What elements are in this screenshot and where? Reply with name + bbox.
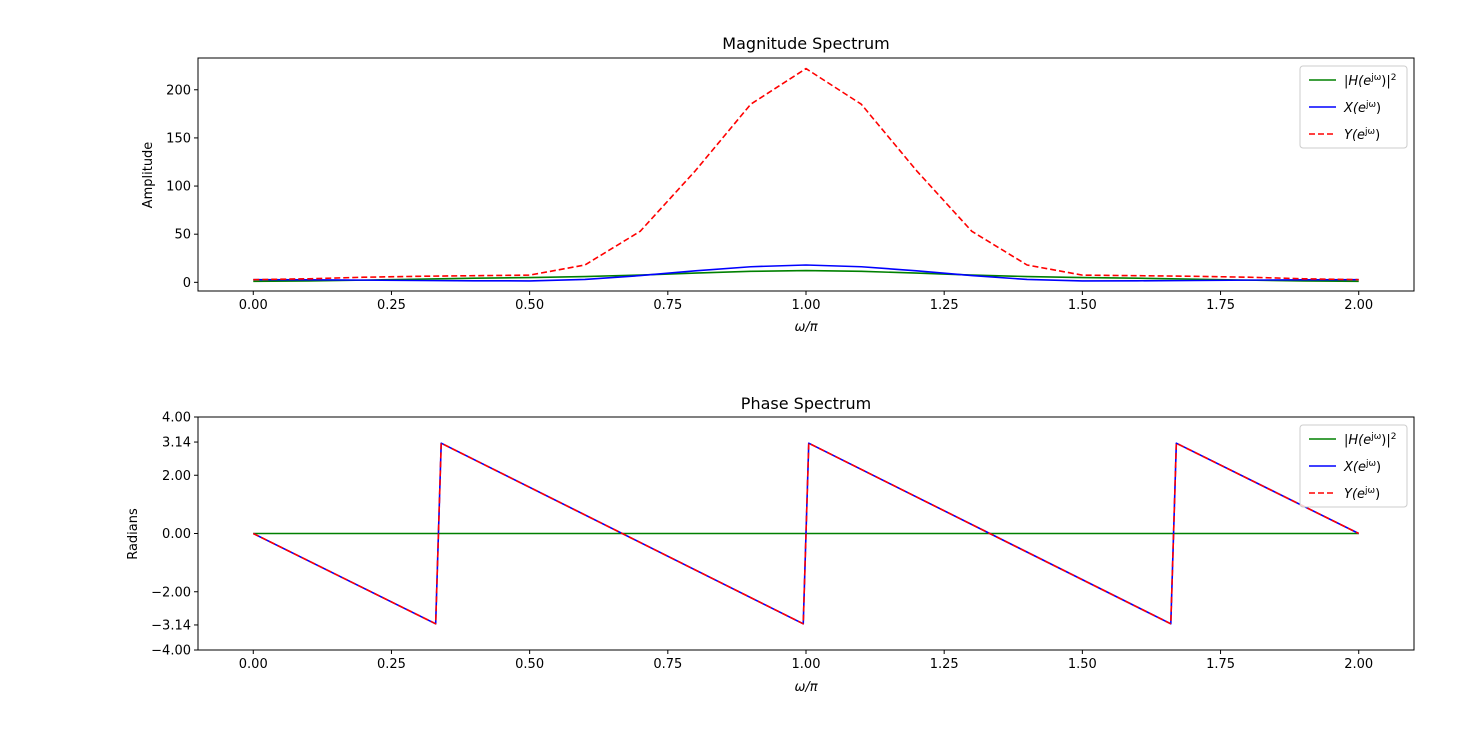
magnitude-y-tick-label: 200 xyxy=(166,83,191,98)
phase-legend-label-part: ) xyxy=(1376,460,1381,475)
phase-plot-area xyxy=(252,442,1360,625)
phase-x-tick-label: 0.25 xyxy=(377,657,406,672)
magnitude-x-tick-label: 2.00 xyxy=(1344,298,1373,313)
magnitude-legend-label-part: Y(e xyxy=(1344,128,1365,143)
phase-legend-label-part: 2 xyxy=(1391,432,1397,442)
magnitude-spectrum-panel: Magnitude Spectrum ω/π Amplitude 0.00 0.2… xyxy=(141,34,1415,335)
phase-series-line-2 xyxy=(252,442,1360,625)
phase-legend: |H(ejω)|2X(ejω)Y(ejω) xyxy=(1299,424,1408,508)
phase-x-tick-label: 0.50 xyxy=(515,657,544,672)
magnitude-y-tick-label: 50 xyxy=(174,228,191,243)
magnitude-x-tick-label: 1.50 xyxy=(1068,298,1097,313)
phase-legend-label-part: ) xyxy=(1375,487,1380,502)
phase-legend-label-part: X(e xyxy=(1343,460,1366,475)
phase-y-tick-label: −2.00 xyxy=(151,585,191,600)
magnitude-y-tick-label: 150 xyxy=(166,131,191,146)
phase-y-tick-label: 0.00 xyxy=(162,527,191,542)
phase-x-tick-label: 2.00 xyxy=(1344,657,1373,672)
phase-y-tick-label: 3.14 xyxy=(162,436,191,451)
magnitude-x-tick-label: 0.75 xyxy=(653,298,682,313)
phase-x-tick-label: 1.75 xyxy=(1206,657,1235,672)
magnitude-legend-label-0: |H(ejω)|2 xyxy=(1344,73,1396,89)
phase-legend-box xyxy=(1299,424,1408,508)
magnitude-legend-label-part: X(e xyxy=(1343,101,1366,116)
phase-y-axis-label: Radians xyxy=(126,508,141,560)
magnitude-x-tick-label: 1.75 xyxy=(1206,298,1235,313)
magnitude-legend-label-part: |H(e xyxy=(1344,74,1371,89)
phase-chart-title: Phase Spectrum xyxy=(741,394,871,413)
magnitude-series-line-0 xyxy=(253,269,1359,283)
magnitude-legend: |H(ejω)|2X(ejω)Y(ejω) xyxy=(1299,65,1408,149)
magnitude-plot-area xyxy=(253,67,1359,283)
phase-spectrum-panel: Phase Spectrum ω/π Radians 0.00 0.25 0.50 0… xyxy=(126,394,1415,695)
magnitude-x-axis-label: ω/π xyxy=(794,320,817,335)
magnitude-y-tick-label: 100 xyxy=(166,180,191,195)
magnitude-legend-label-part: jω xyxy=(1365,100,1376,110)
phase-x-tick-label: 1.00 xyxy=(792,657,821,672)
magnitude-y-tick-label: 0 xyxy=(183,276,191,291)
magnitude-legend-box xyxy=(1299,65,1408,149)
magnitude-legend-label-part: )| xyxy=(1381,74,1390,89)
magnitude-legend-label-2: Y(ejω) xyxy=(1344,127,1380,143)
phase-x-tick-label: 0.75 xyxy=(653,657,682,672)
phase-legend-label-0: |H(ejω)|2 xyxy=(1344,432,1396,448)
magnitude-x-tick-label: 1.00 xyxy=(792,298,821,313)
phase-legend-label-part: Y(e xyxy=(1344,487,1365,502)
magnitude-x-tick-label: 0.00 xyxy=(239,298,268,313)
magnitude-legend-label-part: jω xyxy=(1364,127,1375,137)
magnitude-legend-label-part: ) xyxy=(1376,101,1381,116)
phase-y-tick-label: 2.00 xyxy=(162,469,191,484)
phase-y-tick-label: −3.14 xyxy=(151,618,191,633)
magnitude-x-tick-label: 0.25 xyxy=(377,298,406,313)
phase-x-tick-label: 0.00 xyxy=(239,657,268,672)
magnitude-y-axis-label: Amplitude xyxy=(141,142,156,209)
magnitude-series-line-2 xyxy=(253,67,1359,281)
phase-x-tick-label: 1.50 xyxy=(1068,657,1097,672)
magnitude-legend-label-1: X(ejω) xyxy=(1343,100,1381,116)
magnitude-x-tick-label: 1.25 xyxy=(930,298,959,313)
phase-legend-label-1: X(ejω) xyxy=(1343,459,1381,475)
phase-legend-label-2: Y(ejω) xyxy=(1344,486,1380,502)
phase-x-tick-label: 1.25 xyxy=(930,657,959,672)
magnitude-x-tick-label: 0.50 xyxy=(515,298,544,313)
phase-x-axis-label: ω/π xyxy=(794,680,817,695)
phase-y-tick-label: −4.00 xyxy=(151,644,191,659)
magnitude-legend-label-part: ) xyxy=(1375,128,1380,143)
magnitude-chart-title: Magnitude Spectrum xyxy=(722,34,889,53)
phase-legend-label-part: jω xyxy=(1364,486,1375,496)
magnitude-legend-label-part: jω xyxy=(1370,73,1381,83)
phase-legend-label-part: jω xyxy=(1365,459,1376,469)
magnitude-legend-label-part: 2 xyxy=(1391,73,1397,83)
phase-legend-label-part: |H(e xyxy=(1344,433,1371,448)
phase-y-tick-label: 4.00 xyxy=(162,411,191,426)
phase-legend-label-part: )| xyxy=(1381,433,1390,448)
magnitude-series-line-1 xyxy=(253,264,1359,282)
phase-legend-label-part: jω xyxy=(1370,432,1381,442)
